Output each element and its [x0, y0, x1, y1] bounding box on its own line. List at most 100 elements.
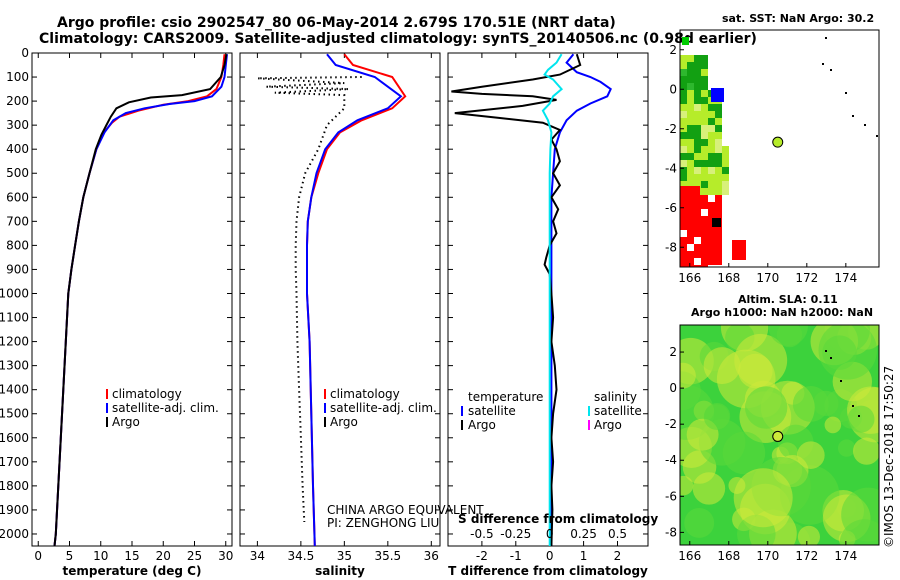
sla-map-blob	[703, 347, 741, 385]
salinity-diff-tick-label: 0	[546, 527, 554, 541]
sst-map-cell	[701, 230, 708, 237]
sst-map-cell	[708, 104, 715, 111]
sst-map-cell	[687, 160, 694, 167]
sst-map-cell	[701, 118, 708, 125]
sst-map-cell	[680, 139, 687, 146]
sst-map-cell	[715, 167, 722, 174]
island-speck	[845, 92, 847, 94]
title-line2: Climatology: CARS2009. Satellite-adjuste…	[39, 31, 757, 47]
sst-map-cell	[687, 258, 694, 265]
sst-map-cell	[694, 251, 701, 258]
sst-map-cell	[680, 132, 687, 139]
island-speck	[876, 135, 878, 137]
island-speck	[840, 380, 842, 382]
salinity-xtick-label: 36	[424, 549, 439, 563]
difference-legend-label: satellite	[594, 404, 642, 418]
sla-map-blob	[684, 507, 715, 538]
sst-map-cell	[687, 251, 694, 258]
sst-map-cell	[694, 181, 701, 188]
temperature-xtick-label: 30	[218, 549, 233, 563]
sst-map-cell	[715, 202, 722, 209]
sst-map-cell	[722, 188, 729, 195]
sst-map-cell	[708, 258, 715, 265]
sla-map-xtick-label: 166	[678, 549, 701, 563]
sst-map-cell	[701, 125, 708, 132]
sst-map: 166 168 170 172 174 2 0 -2 -4 -6 -8	[665, 29, 880, 285]
sst-map-cell	[694, 223, 701, 230]
sla-argo-marker	[772, 430, 784, 442]
temperature-legend-label: climatology	[112, 387, 182, 401]
salinity-diff-tick-label: -0.5	[470, 527, 493, 541]
depth-tick-label: 700	[6, 214, 29, 228]
sst-map-cell	[715, 174, 722, 181]
sst-map-cell	[701, 76, 708, 83]
sst-map-cell	[701, 153, 708, 160]
sst-map-cell	[701, 55, 708, 62]
sst-map-cell	[701, 139, 708, 146]
sst-map-frame	[679, 29, 880, 268]
sst-map-cell	[701, 111, 708, 118]
title-line1: Argo profile: csio 2902547_80 06-May-201…	[57, 15, 616, 31]
salinity-series-argo	[257, 76, 362, 523]
sst-map-cell	[687, 118, 694, 125]
sst-map-cell	[687, 216, 694, 223]
sla-map-frame	[679, 324, 880, 546]
sla-map-blob	[703, 404, 730, 430]
sst-map-cell	[701, 258, 708, 265]
temperature-series-argo	[53, 54, 228, 546]
sst-map-cell	[708, 139, 715, 146]
sst-map-cell	[680, 160, 687, 167]
temperature-xtick-label: 25	[187, 549, 202, 563]
sst-map-cell	[708, 167, 715, 174]
sst-map-xtick-label: 172	[795, 271, 818, 285]
sla-map-blob	[839, 519, 879, 545]
difference-legend-title-left: temperature	[468, 390, 543, 404]
sst-map-cell	[715, 125, 722, 132]
sla-map-blob	[768, 325, 808, 346]
sst-map-cell	[708, 265, 715, 267]
sst-map-cell	[694, 125, 701, 132]
sst-map-cell	[687, 202, 694, 209]
sst-map-cell	[680, 186, 700, 195]
salinity-diff-tick-label: -0.25	[500, 527, 531, 541]
sla-map-xtick-label: 174	[834, 549, 857, 563]
sst-map-cell	[715, 237, 722, 244]
depth-tick-label: 900	[6, 262, 29, 276]
temperature-xtick-label: 5	[66, 549, 74, 563]
sst-map-cell	[680, 83, 687, 90]
sst-map-cell	[708, 181, 715, 188]
sst-map-cell	[708, 230, 715, 237]
sst-map-cell	[715, 230, 722, 237]
temperature-xtick-label: 10	[93, 549, 108, 563]
depth-tick-label: 600	[6, 190, 29, 204]
difference-panel: -2 -1 0 1 2T difference from climatology S di…	[447, 52, 658, 578]
difference-series-t-satellite	[550, 53, 612, 546]
depth-tick-label: 2000	[0, 527, 29, 541]
sst-map-cell	[694, 83, 701, 90]
sst-map-ytick-label: -8	[665, 240, 677, 254]
island-speck	[858, 415, 860, 417]
sst-map-cell	[715, 258, 722, 265]
sst-map-cell	[715, 139, 722, 146]
sst-map-cell	[680, 111, 687, 118]
sst-map-cell	[722, 153, 729, 160]
sst-map-cell	[701, 223, 708, 230]
sst-map-cell	[694, 76, 701, 83]
sst-map-cell	[680, 174, 687, 181]
sla-map-blob	[837, 439, 856, 457]
sst-map-ytick-label: -2	[665, 122, 677, 136]
sla-map-blob	[680, 362, 696, 389]
sst-map-cell	[694, 69, 701, 76]
sst-map-cell	[708, 223, 715, 230]
sst-map-cell	[694, 202, 701, 209]
sst-map-cell	[694, 230, 701, 237]
sst-map-cell	[687, 153, 694, 160]
sst-map-cell	[687, 132, 694, 139]
sst-map-ytick-label: 2	[669, 43, 677, 57]
sst-map-xtick-label: 166	[678, 271, 701, 285]
sst-map-cell	[680, 265, 687, 267]
sst-map-cell	[680, 237, 687, 244]
depth-tick-label: 1300	[0, 359, 29, 373]
island-speck	[864, 124, 866, 126]
salinity-diff-tick-label: 0.25	[570, 527, 597, 541]
